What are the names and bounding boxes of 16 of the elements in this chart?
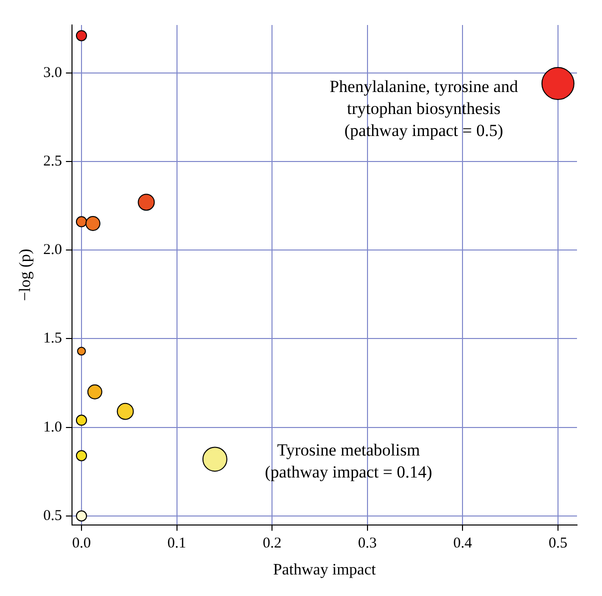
y-tick-label: 0.5 xyxy=(43,508,62,524)
y-tick-label: 3.0 xyxy=(43,64,62,81)
x-tick-label: 0.4 xyxy=(453,536,473,552)
y-tick-label: 1.0 xyxy=(43,419,62,436)
y-tick-label: 1.5 xyxy=(43,330,62,347)
x-axis-title: Pathway impact xyxy=(273,562,376,579)
y-tick-label: 2.0 xyxy=(43,242,62,258)
annotation: Phenylalanine, tyrosine and trytophan biosynthesis (pathway impact = 0.5) xyxy=(330,76,518,140)
x-tick-label: 0.5 xyxy=(548,536,568,552)
annotation: Tyrosine metabolism (pathway impact = 0.14) xyxy=(264,440,432,482)
x-tick-label: 0.0 xyxy=(72,536,91,552)
y-axis-title: −log (p) xyxy=(16,248,34,301)
x-tick-label: 0.2 xyxy=(262,536,282,552)
x-tick-label: 0.3 xyxy=(358,536,377,552)
x-tick-label: 0.1 xyxy=(167,536,186,552)
y-tick-label: 2.5 xyxy=(43,153,62,170)
